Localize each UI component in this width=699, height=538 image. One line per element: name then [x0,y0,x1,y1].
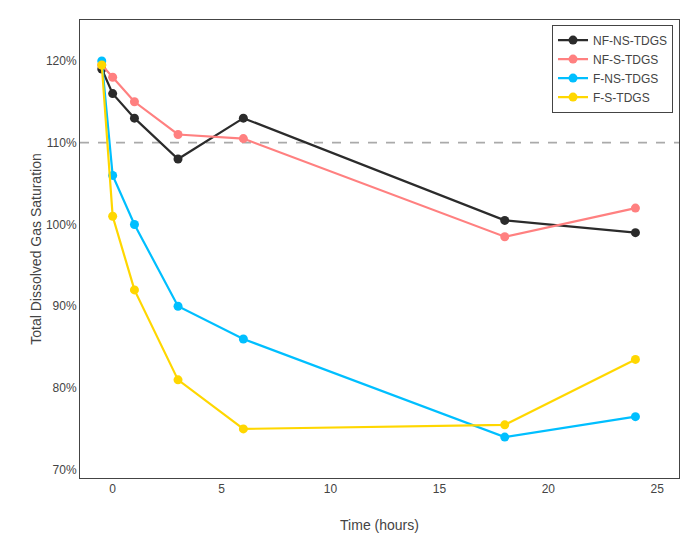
svg-text:120%: 120% [46,54,77,68]
svg-text:Total Dissolved Gas Saturation: Total Dissolved Gas Saturation [28,153,44,344]
svg-text:90%: 90% [53,299,77,313]
svg-text:15: 15 [433,482,447,496]
svg-text:Time (hours): Time (hours) [340,517,419,533]
svg-text:80%: 80% [53,381,77,395]
svg-text:70%: 70% [53,463,77,477]
svg-text:F-NS-TDGS: F-NS-TDGS [593,72,658,86]
svg-text:0: 0 [109,482,116,496]
svg-text:25: 25 [651,482,665,496]
svg-text:5: 5 [218,482,225,496]
svg-text:10: 10 [324,482,338,496]
svg-text:110%: 110% [47,136,77,150]
svg-text:NF-S-TDGS: NF-S-TDGS [593,53,658,67]
svg-text:100%: 100% [46,218,77,232]
svg-text:F-S-TDGS: F-S-TDGS [593,91,650,105]
svg-text:NF-NS-TDGS: NF-NS-TDGS [593,34,667,48]
svg-text:20: 20 [542,482,556,496]
